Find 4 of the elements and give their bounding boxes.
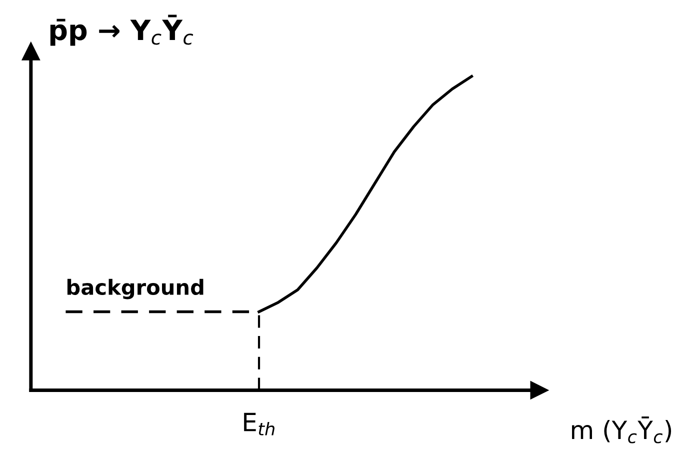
text: E$_{th}$ <box>244 412 274 436</box>
chart-title: p̄p → Y$_{c}$Ȳ$_{c}$ <box>50 14 194 46</box>
series-label: background <box>67 278 204 300</box>
x-axis-title: m (Y$_{c}$Ȳ$_{c}$) <box>572 416 672 444</box>
